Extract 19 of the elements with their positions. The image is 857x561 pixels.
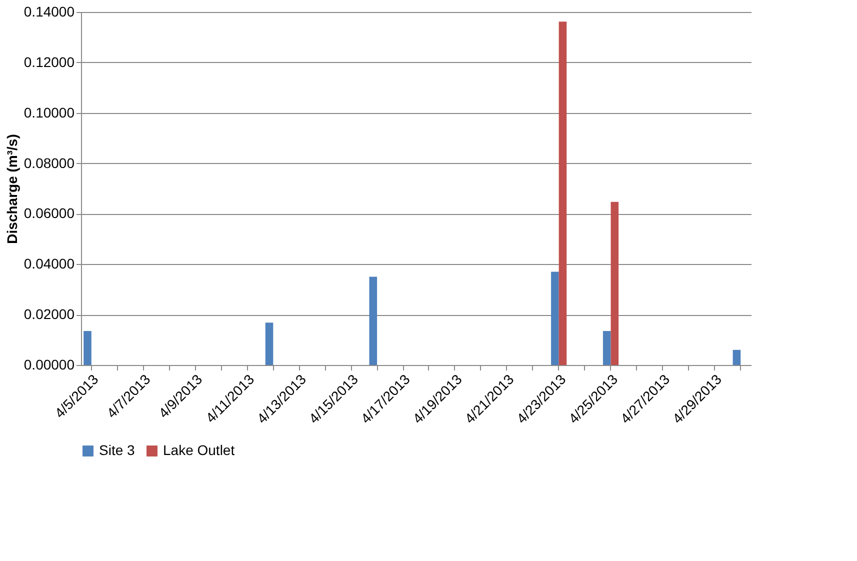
y-tick-label: 0.12000 [24, 54, 75, 70]
bar [610, 202, 619, 365]
legend-label: Site 3 [99, 442, 136, 458]
y-tick-label: 0.06000 [24, 205, 75, 222]
y-tick-label: 0.14000 [24, 4, 75, 20]
bar [732, 350, 741, 365]
y-tick-label: 0.00000 [24, 356, 75, 372]
y-axis-title: Discharge (m³/s) [4, 134, 20, 244]
bar [84, 330, 92, 365]
bar [551, 272, 559, 365]
bar [369, 276, 378, 365]
bar [602, 330, 611, 365]
y-tick-label: 0.10000 [24, 104, 75, 120]
bar [265, 322, 274, 365]
legend-label: Lake Outlet [163, 442, 235, 458]
y-tick-label: 0.02000 [24, 306, 75, 322]
y-tick-label: 0.04000 [24, 256, 75, 272]
y-tick-label: 0.08000 [24, 154, 75, 171]
bar [558, 22, 567, 365]
